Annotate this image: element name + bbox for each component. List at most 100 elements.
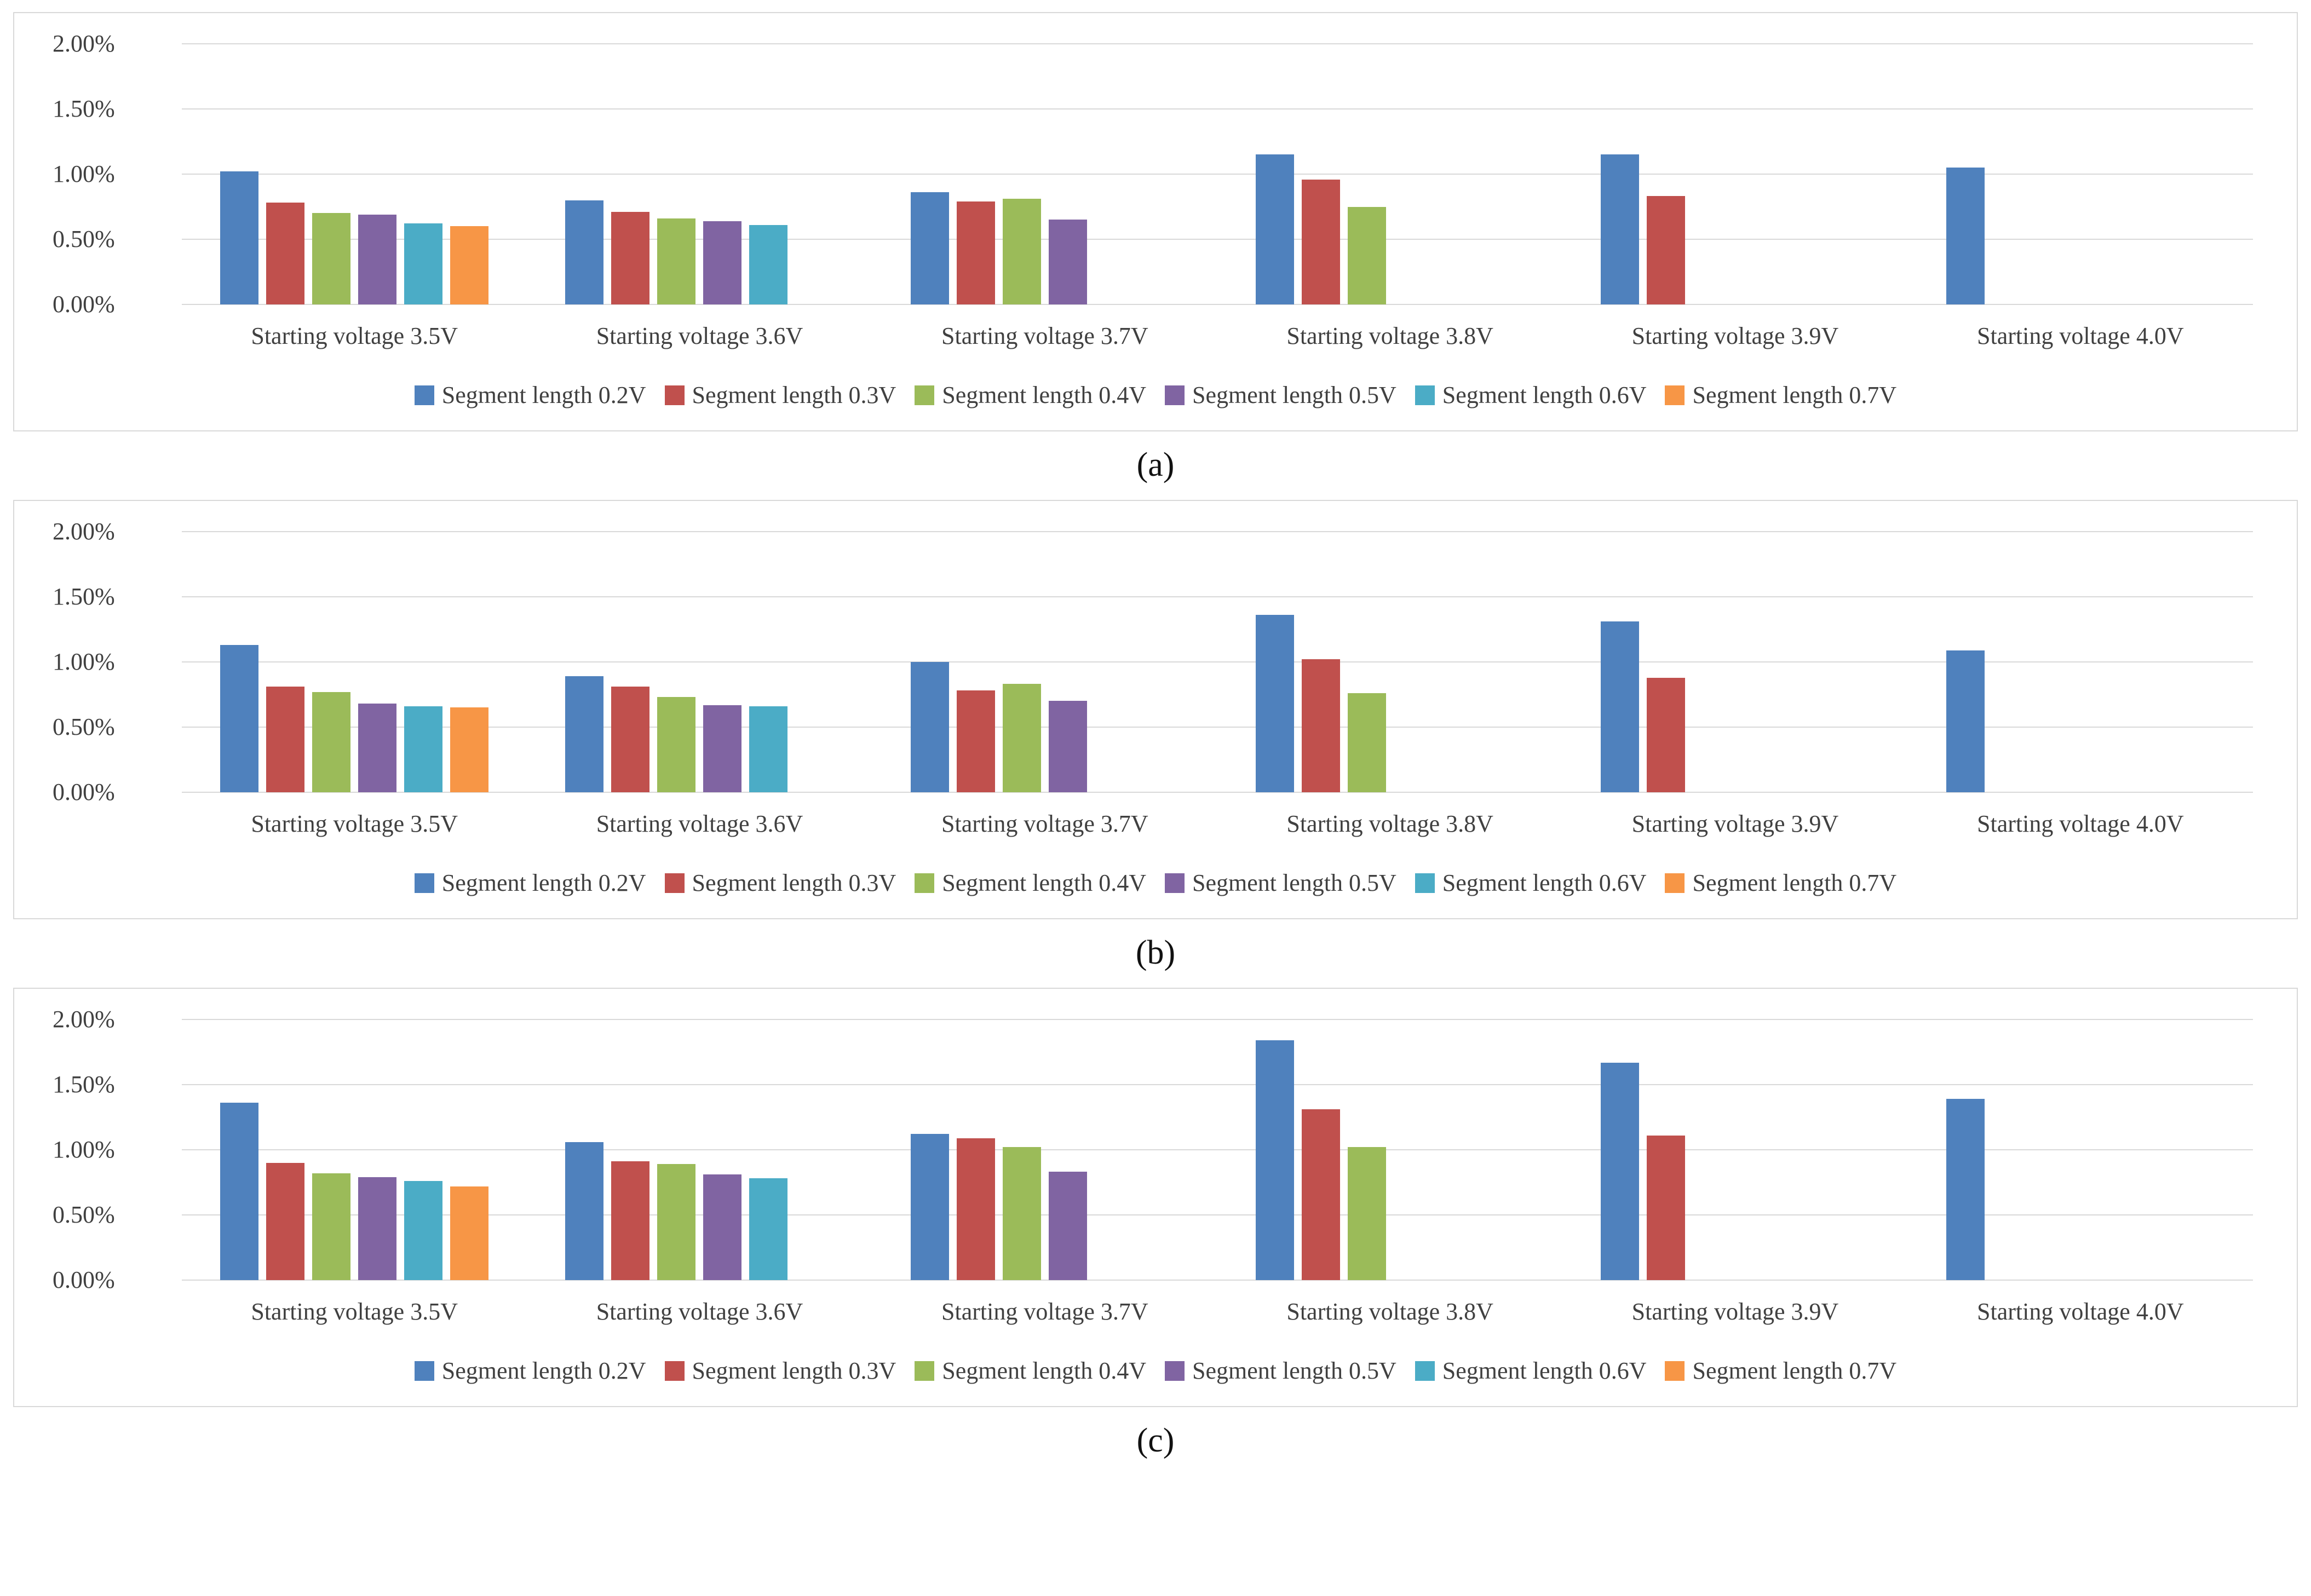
bar-group [1562,532,1907,792]
gridline [182,661,2253,662]
gridline [182,1280,2253,1281]
bar [1048,220,1087,304]
legend-swatch [664,385,685,405]
legend-swatch [915,873,935,893]
legend-label: Segment length 0.4V [942,1357,1146,1384]
legend-label: Segment length 0.7V [1692,869,1897,896]
gridline [182,1214,2253,1215]
bar-groups [182,44,2253,304]
legend-label: Segment length 0.6V [1442,869,1647,896]
bar [1256,154,1295,304]
legend-swatch [414,1361,434,1381]
x-category-label: Starting voltage 3.6V [596,810,803,837]
bar [1647,196,1686,304]
bar-group [1562,44,1907,304]
bar [1601,1062,1640,1280]
bar [565,1142,604,1280]
bar-group [527,1019,872,1280]
gridline [182,727,2253,728]
legend-label: Segment length 0.2V [441,869,646,896]
plot-area: 2.00% 1.50% 1.00% 0.50% 0.00% [53,1007,2253,1292]
bar [404,1181,443,1280]
legend-swatch [915,1361,935,1381]
bar [1002,684,1041,792]
bar [1946,650,1985,792]
gridline [182,304,2253,305]
bar [703,705,742,792]
bar-group [527,44,872,304]
bar-groups [182,1019,2253,1280]
bar [749,706,788,792]
bar [1302,179,1341,304]
x-category-label: Starting voltage 3.9V [1631,322,1839,349]
bar [565,676,604,792]
legend-label: Segment length 0.6V [1442,1357,1647,1384]
bar-group [1217,532,1562,792]
bar-group [872,44,1217,304]
y-tick-label: 1.50% [53,1071,115,1098]
bar [1002,199,1041,304]
bar [657,218,696,304]
x-category-label: Starting voltage 3.6V [596,1298,803,1325]
legend-swatch [1415,1361,1435,1381]
legend-item: Segment length 0.2V [414,869,646,896]
legend-label: Segment length 0.6V [1442,382,1647,408]
bar [312,213,351,304]
legend-item: Segment length 0.5V [1165,1358,1396,1384]
x-category-label: Starting voltage 3.9V [1631,810,1839,837]
x-category-label: Starting voltage 4.0V [1977,810,2184,837]
x-category-label: Starting voltage 3.8V [1286,1298,1493,1325]
bar [956,1138,995,1280]
y-tick-label: 1.00% [53,160,115,187]
bar [1647,677,1686,792]
x-axis-labels: Starting voltage 3.5V Starting voltage 3.… [182,1299,2253,1325]
gridline [182,174,2253,175]
legend: Segment length 0.2V Segment length 0.3V Se… [53,382,2258,408]
bar [1302,659,1341,792]
bar [450,226,489,304]
legend-item: Segment length 0.6V [1415,382,1647,408]
legend-swatch [1665,1361,1685,1381]
panel-caption-b: (b) [1135,934,1176,971]
bar [450,707,489,792]
gridline [182,43,2253,44]
y-tick-label: 0.50% [53,1201,115,1228]
bar [910,1134,949,1280]
legend-swatch [664,873,685,893]
legend-item: Segment length 0.3V [664,870,896,896]
legend-label: Segment length 0.3V [692,1357,896,1384]
legend-item: Segment length 0.5V [1165,382,1396,408]
legend-item: Segment length 0.6V [1415,1357,1647,1384]
y-tick-label: 1.50% [53,95,115,122]
bar [1348,206,1387,304]
bar [657,697,696,792]
bar [703,221,742,304]
legend-label: Segment length 0.7V [1692,382,1897,408]
x-axis-labels: Starting voltage 3.5V Starting voltage 3.… [182,323,2253,349]
bar [1601,621,1640,792]
bar-group [1217,44,1562,304]
bar-group [1217,1019,1562,1280]
bar-group [1908,44,2253,304]
legend-item: Segment length 0.6V [1415,869,1647,896]
bar [220,1103,259,1280]
plot-area: 2.00% 1.50% 1.00% 0.50% 0.00% [53,32,2253,316]
chart-panel-b: 2.00% 1.50% 1.00% 0.50% 0.00% Starting voltag… [13,500,2298,919]
x-category-label: Starting voltage 3.7V [941,1298,1148,1325]
gridline [182,531,2253,532]
gridline [182,239,2253,240]
legend-item: Segment length 0.7V [1665,1358,1896,1384]
bar [312,692,351,792]
legend-item: Segment length 0.4V [915,382,1146,408]
bar-group [182,44,527,304]
x-category-label: Starting voltage 3.8V [1286,810,1493,837]
bar [358,1177,397,1280]
legend-swatch [1415,385,1435,405]
bar [220,171,259,304]
bar [910,192,949,304]
bar [1348,693,1387,792]
panel-caption-a: (a) [1136,446,1175,483]
y-tick-label: 0.00% [53,779,115,805]
plot-area: 2.00% 1.50% 1.00% 0.50% 0.00% [53,520,2253,804]
legend-swatch [915,385,935,405]
